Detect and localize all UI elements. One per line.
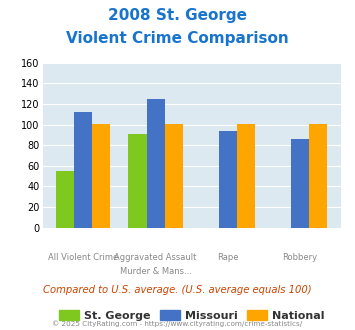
Bar <box>147 99 165 228</box>
Legend: St. George, Missouri, National: St. George, Missouri, National <box>54 306 329 325</box>
Bar <box>219 131 237 228</box>
Text: 2008 St. George: 2008 St. George <box>108 8 247 23</box>
Bar <box>92 123 110 228</box>
Bar <box>56 171 74 228</box>
Bar <box>291 139 309 228</box>
Text: Compared to U.S. average. (U.S. average equals 100): Compared to U.S. average. (U.S. average … <box>43 285 312 295</box>
Bar <box>165 123 183 228</box>
Text: Violent Crime Comparison: Violent Crime Comparison <box>66 31 289 46</box>
Bar <box>129 134 147 228</box>
Text: Rape: Rape <box>217 253 239 262</box>
Text: All Violent Crime: All Violent Crime <box>48 253 118 262</box>
Text: Murder & Mans...: Murder & Mans... <box>120 267 191 276</box>
Bar <box>237 123 255 228</box>
Bar <box>74 112 92 228</box>
Text: Aggravated Assault: Aggravated Assault <box>114 253 197 262</box>
Text: © 2025 CityRating.com - https://www.cityrating.com/crime-statistics/: © 2025 CityRating.com - https://www.city… <box>53 320 302 327</box>
Bar <box>309 123 327 228</box>
Text: Robbery: Robbery <box>283 253 318 262</box>
